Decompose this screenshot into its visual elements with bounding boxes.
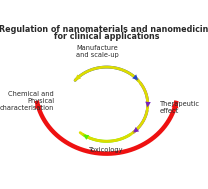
Text: Regulation of nanomaterials and nanomedicine: Regulation of nanomaterials and nanomedi…	[0, 25, 208, 34]
Text: Therapeutic
effect: Therapeutic effect	[160, 101, 200, 114]
Text: Manufacture
and scale-up: Manufacture and scale-up	[76, 45, 118, 58]
Text: Chemical and
Physical
characterisation: Chemical and Physical characterisation	[0, 91, 54, 111]
Text: for clinical applications: for clinical applications	[54, 32, 159, 41]
Text: Toxicology: Toxicology	[89, 147, 124, 153]
